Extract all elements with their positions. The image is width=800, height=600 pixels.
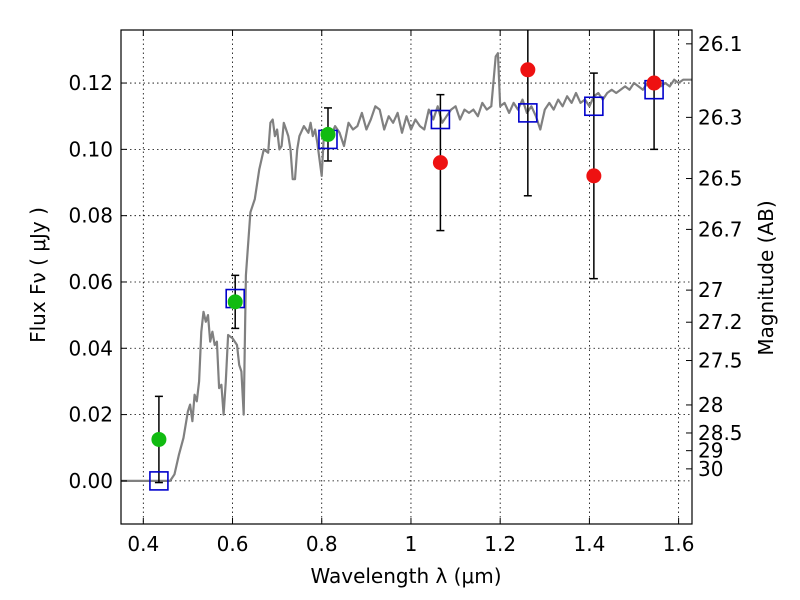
y2-tick-label: 26.5	[698, 167, 743, 191]
x-tick-label: 0.4	[127, 532, 159, 556]
x-tick-label: 1.6	[663, 532, 695, 556]
y2-tick-label: 28.5	[698, 421, 743, 445]
x-tick-label: 0.6	[217, 532, 249, 556]
grid	[121, 30, 692, 524]
low-snr-point	[646, 75, 662, 91]
y2-tick-label: 27.5	[698, 349, 743, 373]
detected-point	[320, 126, 336, 142]
y-tick-label: 0.12	[68, 71, 113, 95]
detected-point	[227, 294, 243, 310]
y2-tick-label: 26.3	[698, 105, 743, 129]
y-tick-label: 0.04	[68, 336, 113, 360]
y2-axis-label: Magnitude (AB)	[754, 200, 778, 355]
y-tick-label: 0.08	[68, 204, 113, 228]
x-tick-label: 1.2	[484, 532, 516, 556]
y-tick-label: 0.02	[68, 403, 113, 427]
x-tick-label: 0.8	[306, 532, 338, 556]
y-tick-label: 0.00	[68, 469, 113, 493]
x-axis-label: Wavelength λ (μm)	[310, 564, 501, 588]
x-tick-label: 1.4	[573, 532, 605, 556]
plot-frame	[120, 29, 693, 525]
low-snr-point	[520, 62, 536, 78]
y-tick-label: 0.06	[68, 270, 113, 294]
y2-tick-label: 30	[698, 457, 723, 481]
model-square-point	[518, 103, 538, 123]
y-axis-label: Flux Fν ( μJy )	[26, 207, 50, 343]
model-spectrum-line	[121, 52, 692, 482]
low-snr-point	[586, 168, 602, 184]
model-spectrum	[121, 52, 692, 482]
y2-tick-label: 29	[698, 439, 723, 463]
detected-point	[151, 431, 167, 447]
y2-tick-label: 27.2	[698, 310, 743, 334]
model-photometry-points	[149, 79, 664, 491]
y2-tick-label: 28	[698, 393, 723, 417]
axis-ticks: 0.4 0.6 0.8 1 1.2 1.4 1.6 0.00 0.02 0.04 0.06 0.08 0…	[68, 30, 743, 556]
model-square-point	[584, 96, 604, 117]
y2-tick-label: 27	[698, 278, 723, 302]
model-square-point	[430, 109, 451, 130]
x-tick-label: 1	[405, 532, 418, 556]
y2-tick-label: 26.1	[698, 32, 743, 56]
y2-tick-label: 26.7	[698, 217, 743, 241]
y-tick-label: 0.10	[68, 137, 113, 161]
model-square-point	[149, 471, 169, 491]
low-snr-point	[432, 155, 448, 171]
observed-photometry-points	[151, 62, 662, 447]
